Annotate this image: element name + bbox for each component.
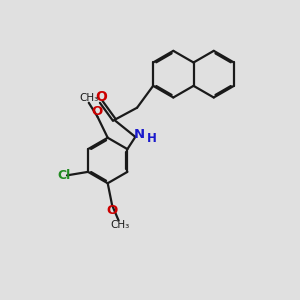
Text: CH₃: CH₃ (110, 220, 130, 230)
Text: N: N (133, 128, 144, 141)
Text: Cl: Cl (57, 169, 70, 182)
Text: O: O (106, 204, 118, 217)
Text: H: H (147, 132, 157, 145)
Text: O: O (91, 105, 103, 118)
Text: O: O (95, 91, 107, 104)
Text: CH₃: CH₃ (79, 93, 98, 103)
